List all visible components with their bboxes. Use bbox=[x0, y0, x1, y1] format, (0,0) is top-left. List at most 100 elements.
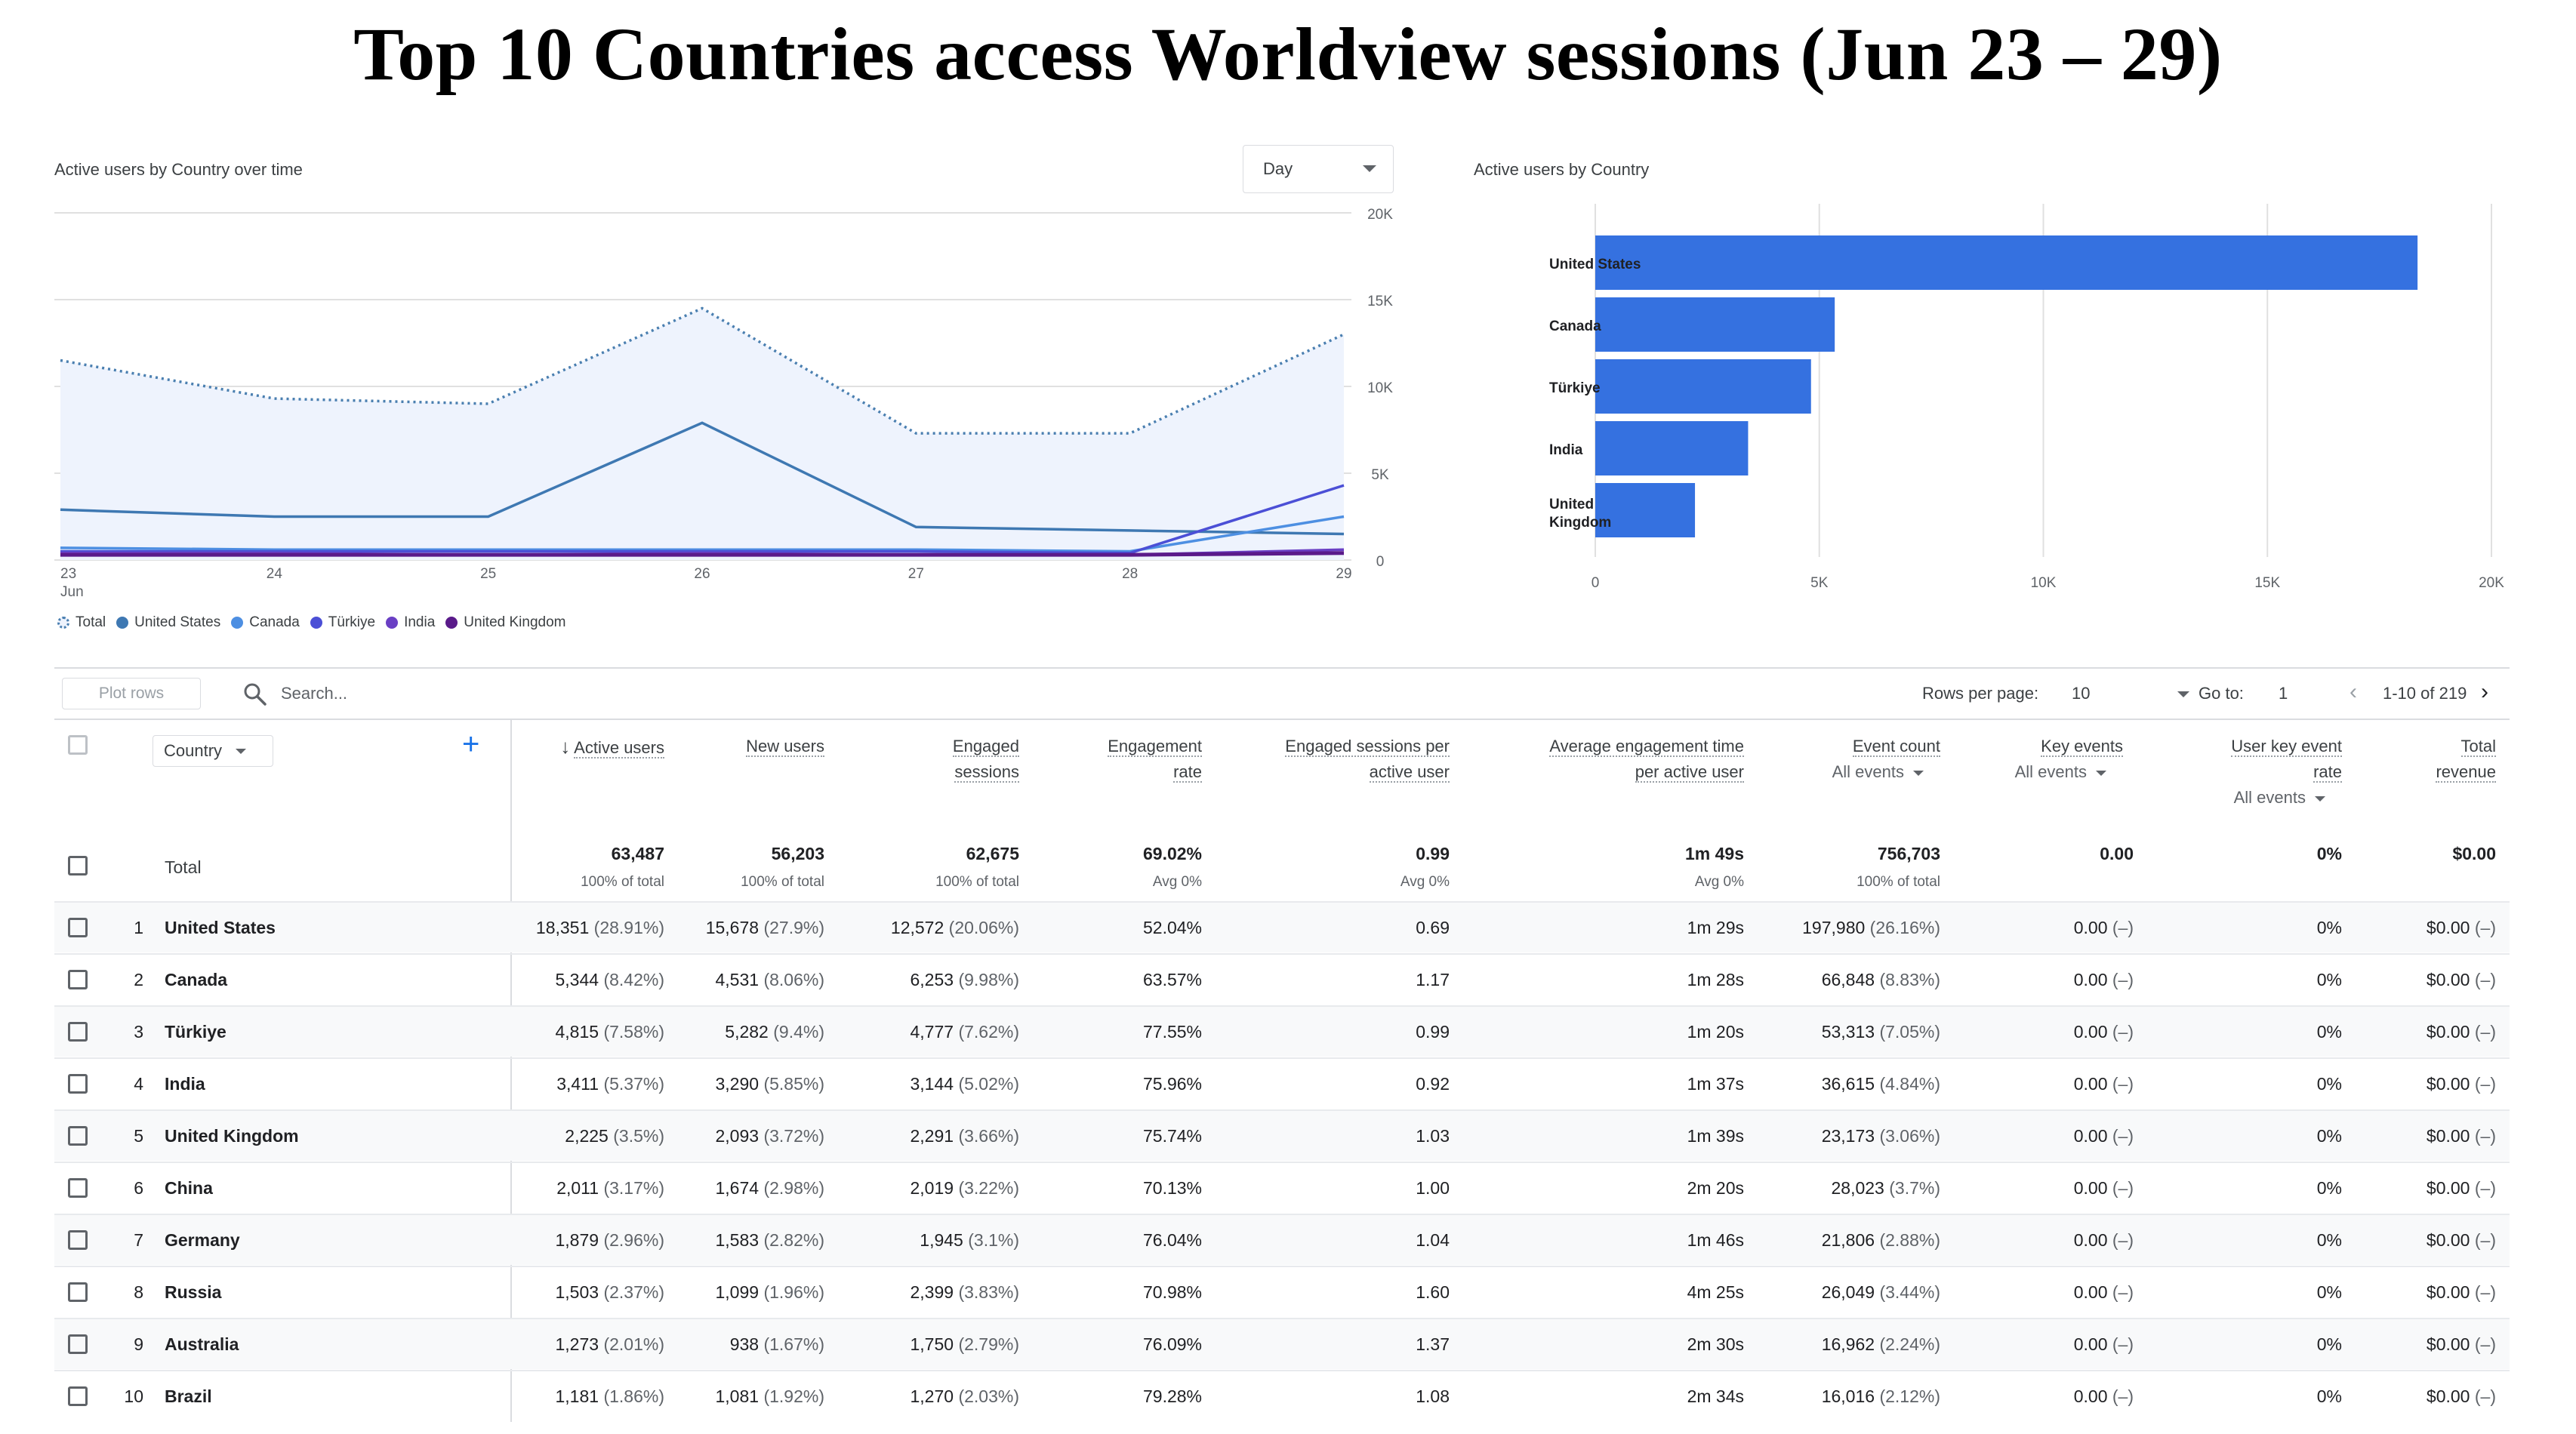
cell-value: $0.00 bbox=[2426, 1386, 2470, 1406]
row-country[interactable]: United Kingdom bbox=[165, 1126, 299, 1146]
table-row[interactable]: 2 Canada 5,344 (8.42%) 4,531 (8.06%) 6,253 (… bbox=[54, 953, 2510, 1005]
legend-item[interactable]: Total bbox=[57, 614, 106, 631]
dimension-select[interactable]: Country bbox=[153, 735, 273, 767]
chevron-down-icon bbox=[1913, 770, 1924, 776]
header-new-users[interactable]: New users bbox=[679, 734, 824, 759]
row-checkbox[interactable] bbox=[68, 1386, 88, 1406]
table-row[interactable]: 6 China 2,011 (3.17%) 1,674 (2.98%) 2,019 (3… bbox=[54, 1162, 2510, 1213]
row-country[interactable]: Australia bbox=[165, 1334, 239, 1354]
table-row[interactable]: 4 India 3,411 (5.37%) 3,290 (5.85%) 3,144 (5… bbox=[54, 1057, 2510, 1109]
cell-event-count: 53,313 (7.05%) bbox=[1767, 1022, 1940, 1042]
legend-item[interactable]: United States bbox=[116, 614, 220, 631]
row-index: 10 bbox=[124, 1386, 143, 1406]
cell-percent: (8.83%) bbox=[1879, 970, 1940, 989]
cell-avg-engagement-time: 2m 30s bbox=[1687, 1334, 1744, 1354]
cell-engagement-rate: 76.09% bbox=[1142, 1334, 1202, 1354]
plot-rows-button[interactable]: Plot rows bbox=[62, 678, 201, 709]
cell-value: 4,777 bbox=[910, 1022, 954, 1042]
legend-item[interactable]: Türkiye bbox=[310, 614, 375, 631]
table-row[interactable]: 3 Türkiye 4,815 (7.58%) 5,282 (9.4%) 4,777 (… bbox=[54, 1005, 2510, 1057]
key-filter-select[interactable]: All events bbox=[1963, 759, 2123, 785]
legend-item[interactable]: United Kingdom bbox=[445, 614, 565, 631]
search-input[interactable]: Search... bbox=[281, 684, 348, 703]
cell-avg-engagement-time: 1m 20s bbox=[1687, 1022, 1744, 1042]
series-line-total bbox=[60, 306, 1345, 435]
cell-engagement-rate: 77.55% bbox=[1142, 1022, 1202, 1042]
header-avg-engagement-time[interactable]: Average engagement time per active user bbox=[1465, 734, 1744, 785]
row-country[interactable]: Germany bbox=[165, 1230, 240, 1250]
table-row[interactable]: 10 Brazil 1,181 (1.86%) 1,081 (1.92%) 1,270 … bbox=[54, 1370, 2510, 1421]
table-row[interactable]: 9 Australia 1,273 (2.01%) 938 (1.67%) 1,750 … bbox=[54, 1318, 2510, 1369]
cell-percent: (2.03%) bbox=[958, 1386, 1019, 1406]
cell-percent: (8.06%) bbox=[763, 970, 824, 989]
goto-input[interactable]: 1 bbox=[2279, 684, 2288, 703]
x-tick-label: 27 bbox=[908, 566, 924, 582]
cell-percent: (2.98%) bbox=[763, 1178, 824, 1198]
table-row[interactable]: 5 United Kingdom 2,225 (3.5%) 2,093 (3.72%)… bbox=[54, 1109, 2510, 1161]
total-sub-eng-per-user: Avg 0% bbox=[1400, 874, 1450, 890]
row-checkbox[interactable] bbox=[68, 1230, 88, 1250]
legend-item[interactable]: India bbox=[386, 614, 435, 631]
header-key-events[interactable]: Key events All events bbox=[1963, 734, 2123, 785]
row-country[interactable]: Brazil bbox=[165, 1386, 212, 1406]
cell-event-count: 28,023 (3.7%) bbox=[1767, 1178, 1941, 1199]
cell-percent: (–) bbox=[2112, 970, 2134, 989]
granularity-select[interactable]: Day bbox=[1243, 145, 1394, 193]
ukr-filter-select[interactable]: All events bbox=[2144, 785, 2342, 811]
x-tick-label: 10K bbox=[2031, 575, 2057, 591]
row-checkbox[interactable] bbox=[68, 1074, 88, 1094]
table-row[interactable]: 7 Germany 1,879 (2.96%) 1,583 (2.82%) 1,945 … bbox=[54, 1214, 2510, 1265]
chevron-left-icon[interactable]: ‹ bbox=[2350, 679, 2357, 704]
add-dimension-icon[interactable]: + bbox=[462, 728, 480, 761]
cell-avg-engagement-time: 2m 20s bbox=[1687, 1178, 1744, 1198]
cell-percent: (3.66%) bbox=[958, 1126, 1019, 1146]
header-engaged-per-user[interactable]: Engaged sessions per active user bbox=[1223, 734, 1450, 785]
table-row[interactable]: 1 United States 18,351 (28.91%) 15,678 (27.… bbox=[54, 901, 2510, 952]
legend-item[interactable]: Canada bbox=[231, 614, 300, 631]
row-checkbox[interactable] bbox=[68, 1282, 88, 1302]
row-country[interactable]: United States bbox=[165, 918, 276, 937]
header-engaged-sessions[interactable]: Engaged sessions bbox=[846, 734, 1019, 785]
search-icon[interactable] bbox=[242, 681, 269, 708]
table-row[interactable]: 8 Russia 1,503 (2.37%) 1,099 (1.96%) 2,399 (… bbox=[54, 1266, 2510, 1317]
cell-total-revenue: $0.00 (–) bbox=[2363, 1178, 2496, 1199]
header-total-revenue[interactable]: Total revenue bbox=[2363, 734, 2496, 785]
total-row-checkbox[interactable] bbox=[68, 856, 88, 875]
event-filter-select[interactable]: All events bbox=[1767, 759, 1940, 785]
row-checkbox[interactable] bbox=[68, 970, 88, 989]
row-checkbox[interactable] bbox=[68, 1178, 88, 1198]
header-event-count[interactable]: Event count All events bbox=[1767, 734, 1940, 785]
cell-active-users: 1,181 (1.86%) bbox=[528, 1386, 665, 1407]
cell-user-key-event-rate: 0% bbox=[2316, 1178, 2342, 1198]
chevron-right-icon[interactable]: › bbox=[2481, 679, 2488, 704]
cell-value: 0.00 bbox=[2073, 970, 2108, 989]
cell-value: 66,848 bbox=[1821, 970, 1875, 989]
y-tick-label: 5K bbox=[1371, 467, 1389, 483]
row-country[interactable]: Russia bbox=[165, 1282, 222, 1302]
rows-per-page-select[interactable]: 10 bbox=[2072, 684, 2091, 703]
header-user-key-event-rate[interactable]: User key event rate All events bbox=[2144, 734, 2342, 811]
select-all-checkbox[interactable] bbox=[68, 735, 88, 755]
row-country[interactable]: Türkiye bbox=[165, 1022, 226, 1042]
row-checkbox[interactable] bbox=[68, 1022, 88, 1042]
cell-value: 5,282 bbox=[725, 1022, 769, 1042]
cell-value: 36,615 bbox=[1821, 1074, 1875, 1094]
cell-value: 1,583 bbox=[715, 1230, 760, 1250]
row-checkbox[interactable] bbox=[68, 1334, 88, 1354]
cell-value: 6,253 bbox=[910, 970, 954, 989]
cell-percent: (–) bbox=[2474, 1334, 2496, 1354]
header-engagement-rate[interactable]: Engagement rate bbox=[1042, 734, 1202, 785]
header-active-users[interactable]: ↓ Active users bbox=[528, 734, 664, 761]
cell-engaged-sessions: 4,777 (7.62%) bbox=[846, 1022, 1020, 1042]
row-country[interactable]: India bbox=[165, 1074, 205, 1094]
bar-chart: 0 5K 10K 15K 20K United States Canada Türkiye In… bbox=[1549, 204, 2504, 591]
row-checkbox[interactable] bbox=[68, 1126, 88, 1146]
legend-label: United Kingdom bbox=[464, 614, 566, 630]
row-checkbox[interactable] bbox=[68, 918, 88, 937]
row-country[interactable]: China bbox=[165, 1178, 213, 1198]
cell-value: 21,806 bbox=[1821, 1230, 1875, 1250]
chevron-down-icon[interactable] bbox=[2177, 691, 2189, 697]
y-tick-label: 10K bbox=[1367, 380, 1393, 396]
cell-user-key-event-rate: 0% bbox=[2316, 1386, 2342, 1406]
row-country[interactable]: Canada bbox=[165, 970, 228, 989]
